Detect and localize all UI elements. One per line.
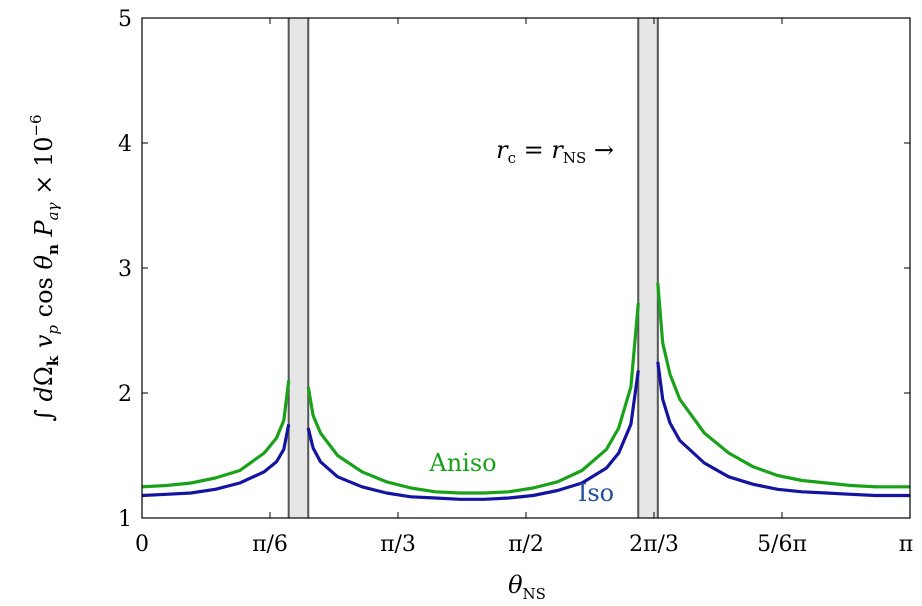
series-line-iso [142,361,910,501]
y-tick-label-0: 1 [118,507,132,532]
x-tick-label-1: π/6 [252,532,288,557]
y-tick-label-3: 4 [118,132,132,157]
x-tick-label-6: π [899,532,913,557]
shaded-band-1 [638,18,658,518]
shaded-band-0 [288,18,309,518]
y-tick-label-1: 2 [118,382,132,407]
y-tick-label-2: 3 [118,257,132,282]
x-tick-label-5: 5/6π [757,532,807,557]
x-tick-label-2: π/3 [380,532,416,557]
ticks: 0 π/6 π/3 π/2 2π/3 5/6π π 1 2 3 4 5 [118,7,913,557]
series-label-iso: Iso [578,479,614,507]
series-label-aniso: Aniso [428,449,496,477]
shaded-bands [287,18,659,518]
annotation: rc = rNS → [496,136,614,167]
annotation-text: rc = rNS → [496,136,614,167]
series-line-aniso [142,282,910,495]
x-tick-label-3: π/2 [508,532,544,557]
x-tick-label-4: 2π/3 [629,532,679,557]
plot-frame [141,17,911,519]
y-axis-label: ∫ dΩk vp cos θn Paγ × 10−6 [27,114,62,421]
x-tick-label-0: 0 [135,532,149,557]
series-layer [142,282,910,501]
y-tick-label-4: 5 [118,7,132,32]
x-axis-label: θNS [508,571,546,603]
